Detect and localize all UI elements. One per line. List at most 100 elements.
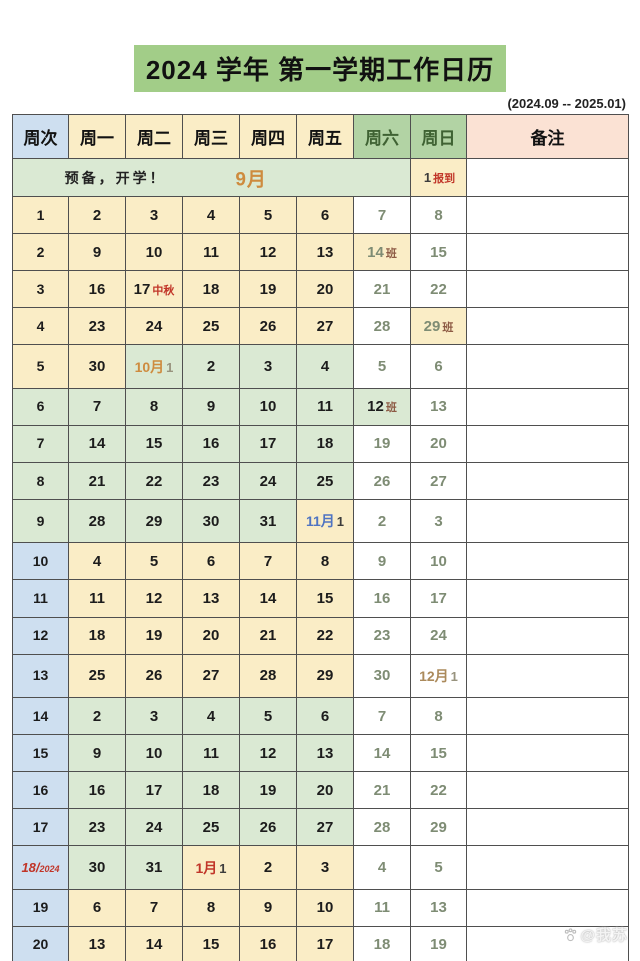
september-label: 9月 (235, 169, 267, 190)
cell-text: 27 (202, 667, 220, 685)
day-cell: 8 (125, 387, 183, 426)
cell-text: 2024 (39, 864, 60, 875)
day-cell: 7 (353, 195, 411, 235)
cell-text: 1 (219, 860, 227, 876)
cell-text: 7 (149, 899, 159, 917)
day-cell: 19 (125, 616, 183, 655)
cell-text: 20 (202, 627, 220, 645)
cell-text: 14 (367, 243, 384, 261)
note-cell (466, 696, 629, 736)
header-cell-周二: 周二 (125, 114, 183, 159)
day-cell: 3 (296, 845, 354, 890)
day-cell: 26 (239, 307, 297, 346)
day-cell: 16 (353, 579, 411, 618)
cell-text: 13 (88, 936, 106, 954)
week-number-cell: 16 (12, 771, 69, 810)
note-cell (466, 542, 629, 581)
day-cell: 15 (125, 424, 183, 463)
week-number-cell: 20 (12, 925, 69, 961)
cell-text: 30 (373, 667, 391, 685)
cell-text: 24 (430, 627, 447, 645)
day-cell: 2 (68, 195, 126, 235)
cell-text: 22 (316, 627, 334, 645)
header-cell-周五: 周五 (296, 114, 354, 159)
cell-text: 15 (430, 243, 447, 261)
cell-text: 14 (88, 435, 106, 453)
cell-text: 7 (36, 435, 45, 452)
week-number-cell: 12 (12, 616, 69, 655)
cell-text: 11 (374, 899, 390, 917)
cell-text: 28 (259, 667, 277, 685)
day-cell: 10 (410, 542, 467, 581)
note-cell (466, 888, 629, 927)
cell-text: 23 (88, 818, 106, 836)
day-cell: 25 (182, 808, 240, 847)
cell-text: 1 (423, 170, 432, 185)
day-cell: 27 (296, 808, 354, 847)
day-cell: 19 (239, 270, 297, 309)
cell-text: 20 (316, 781, 334, 799)
day-cell: 10 (239, 387, 297, 426)
day-cell: 20 (182, 616, 240, 655)
week-number-cell: 7 (12, 424, 69, 463)
week-number-cell: 1 (12, 195, 69, 235)
cell-text: 16 (32, 781, 49, 798)
day-cell: 8 (296, 542, 354, 581)
cell-text: 25 (202, 317, 220, 335)
day-cell: 6 (182, 542, 240, 581)
week-number-cell: 14 (12, 696, 69, 736)
day-cell: 17 (239, 424, 297, 463)
note-cell (466, 771, 629, 810)
cell-text: 15 (202, 936, 220, 954)
day-cell: 14 班 (353, 233, 411, 272)
day-cell: 12 (239, 233, 297, 272)
day-cell: 14 (353, 734, 411, 773)
day-cell: 11 (182, 734, 240, 773)
day-cell: 23 (68, 307, 126, 346)
day-cell: 14 (68, 424, 126, 463)
cell-text: 9 (36, 512, 45, 529)
header-cell-备注: 备注 (466, 114, 629, 159)
day-cell: 8 (410, 696, 467, 736)
day-cell: 12 班 (353, 387, 411, 426)
cell-text: 10 (430, 552, 447, 570)
day-cell: 28 (353, 808, 411, 847)
cell-text: 15 (32, 744, 49, 761)
day-cell: 30 (68, 344, 126, 389)
header-cell-周六: 周六 (353, 114, 411, 159)
calendar-week-row: 6 7 8 9 10 11 12 班 13 (12, 387, 629, 426)
note-cell (466, 387, 629, 426)
day-cell: 13 (410, 387, 467, 426)
cell-text: 9 (92, 744, 102, 762)
cell-text: 30 (88, 358, 106, 376)
cell-text: 26 (373, 472, 391, 490)
cell-text: 20 (316, 280, 334, 298)
cell-text: 6 (434, 358, 443, 376)
cell-text: 4 (206, 206, 216, 224)
note-cell (466, 808, 629, 847)
note-cell (466, 653, 629, 698)
cell-text: 19 (373, 435, 391, 453)
week-number-cell: 17 (12, 808, 69, 847)
note-cell (466, 195, 629, 235)
cell-text: 13 (430, 899, 447, 917)
cell-text: 20 (430, 435, 447, 453)
cell-text: 13 (202, 590, 220, 608)
day-cell: 11 (296, 387, 354, 426)
calendar-week-row: 17 23 24 25 26 27 28 29 (12, 808, 629, 847)
cell-text: 28 (373, 317, 391, 335)
day-cell: 23 (353, 616, 411, 655)
day-cell: 25 (68, 653, 126, 698)
cell-text: 29 (423, 317, 441, 335)
day-cell: 7 (353, 696, 411, 736)
cell-text: 12 (145, 590, 163, 608)
note-cell (466, 616, 629, 655)
day-cell: 13 (410, 888, 467, 927)
day-cell: 2 (353, 499, 411, 544)
cell-text: 10月 (134, 358, 165, 375)
week-number-cell: 13 (12, 653, 69, 698)
cell-text: 27 (316, 818, 334, 836)
cell-text: 22 (145, 472, 163, 490)
cell-text: 11 (89, 590, 105, 608)
